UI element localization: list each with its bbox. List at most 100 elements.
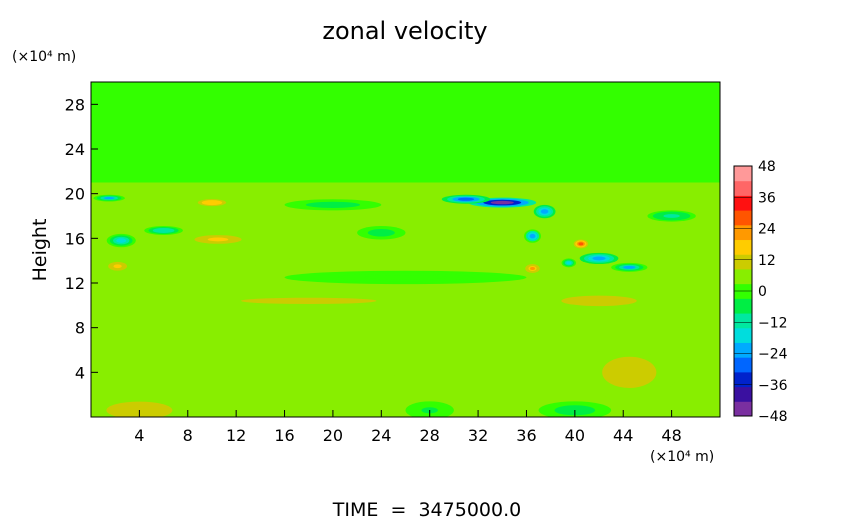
- y-axis-label: Height: [29, 219, 51, 282]
- x-unit-label: (×10⁴ m): [650, 449, 714, 465]
- colorbar-swatch: [734, 210, 752, 226]
- colorbar-swatch: [734, 357, 752, 373]
- x-tick-label: 36: [516, 426, 536, 445]
- contour-features: [91, 82, 720, 417]
- contour-level: [207, 237, 229, 242]
- contour-level: [566, 261, 572, 265]
- contour-feature: [550, 294, 648, 308]
- contour-level: [637, 238, 658, 243]
- contour-feature: [248, 253, 297, 268]
- contour-feature: [579, 252, 619, 265]
- colorbar-swatch: [734, 386, 752, 402]
- contour-feature: [193, 198, 231, 208]
- contour-level: [364, 275, 447, 280]
- contour-level: [490, 200, 514, 205]
- colorbar-tick-label: 24: [758, 222, 776, 238]
- colorbar-swatch: [734, 298, 752, 314]
- colorbar-swatch: [734, 401, 752, 417]
- colorbar-swatch: [734, 342, 752, 358]
- y-tick-label: 12: [65, 274, 85, 293]
- time-footer: TIME = 3475000.0: [332, 499, 521, 519]
- contour-feature: [580, 344, 678, 401]
- contour-feature: [538, 401, 612, 417]
- contour-level: [243, 346, 277, 366]
- colorbar-tick-label: 12: [758, 253, 776, 269]
- x-tick-label: 16: [274, 426, 294, 445]
- contour-feature: [211, 327, 309, 384]
- contour-feature: [561, 258, 577, 268]
- contour-feature: [405, 401, 454, 417]
- contour-level: [389, 351, 422, 371]
- contour-feature: [441, 194, 491, 204]
- contour-feature: [105, 260, 130, 272]
- contour-feature: [284, 199, 382, 211]
- x-tick-label: 48: [661, 426, 681, 445]
- contour-level: [457, 197, 475, 201]
- colorbar-tick-label: −36: [758, 378, 788, 394]
- colorbar-swatch: [734, 371, 752, 388]
- colorbar-tick-label: 36: [758, 190, 776, 206]
- contour-level: [612, 362, 646, 382]
- colorbar-swatch: [734, 268, 752, 285]
- contour-feature: [524, 229, 541, 243]
- colorbar-tick-label: 0: [758, 284, 767, 300]
- contour-level: [592, 256, 606, 261]
- x-tick-label: 4: [134, 426, 144, 445]
- x-tick-label: 8: [183, 426, 193, 445]
- contour-feature: [93, 194, 125, 202]
- colorbar-swatch: [734, 239, 752, 255]
- y-ticks: 4 8 12 16 20 24 28: [65, 95, 98, 382]
- colorbar-swatch: [734, 195, 752, 211]
- contour-level: [578, 242, 584, 246]
- contour-feature: [611, 262, 648, 272]
- x-tick-label: 20: [323, 426, 343, 445]
- colorbar-ticks: 48 36 24 12 0 −12 −24 −36 −48: [734, 159, 788, 425]
- colorbar-tick-label: −24: [758, 347, 788, 363]
- colorbar-swatch: [734, 254, 752, 270]
- colorbar-tick-label: −48: [758, 409, 788, 425]
- contour-feature: [187, 233, 249, 246]
- contour-level: [267, 298, 350, 303]
- y-tick-label: 20: [65, 185, 85, 204]
- contour-level: [582, 298, 616, 304]
- contour-level: [530, 266, 535, 271]
- colorbar-swatch: [734, 313, 752, 329]
- plot-frame: [90, 81, 721, 418]
- contour-feature: [106, 233, 136, 248]
- contour-level: [205, 201, 219, 205]
- contour-field: [91, 82, 720, 417]
- y-tick-label: 8: [75, 319, 85, 338]
- contour-level: [373, 230, 390, 236]
- contour-level: [264, 258, 281, 263]
- colorbar-tick-label: 48: [758, 159, 776, 175]
- contour-feature: [617, 233, 678, 248]
- upper-layer: [91, 82, 720, 183]
- x-ticks: 4 8 12 16 20 24 28 32 36 40 44 48: [134, 410, 682, 445]
- contour-level: [663, 214, 680, 218]
- contour-feature: [357, 333, 454, 390]
- contour-level: [540, 209, 549, 214]
- y-unit-label: (×10⁴ m): [12, 49, 76, 65]
- y-tick-label: 16: [65, 229, 85, 248]
- contour-feature: [533, 204, 556, 219]
- contour-feature: [525, 264, 540, 273]
- contour-feature: [357, 226, 406, 240]
- x-tick-label: 24: [371, 426, 391, 445]
- colorbar: [734, 166, 752, 417]
- contour-feature: [573, 239, 589, 249]
- contour-feature: [647, 210, 696, 222]
- contour-level: [623, 265, 636, 269]
- contour-level: [113, 264, 122, 269]
- contour-level: [156, 228, 171, 233]
- x-tick-label: 28: [420, 426, 440, 445]
- contour-level: [103, 196, 115, 200]
- y-tick-label: 24: [65, 140, 85, 159]
- contour-level: [529, 233, 536, 239]
- x-tick-label: 12: [226, 426, 246, 445]
- colorbar-tick-label: −12: [758, 315, 788, 331]
- contour-feature: [144, 226, 183, 235]
- contour-level: [316, 202, 350, 207]
- y-tick-label: 28: [65, 95, 85, 114]
- chart-title: zonal velocity: [322, 17, 487, 45]
